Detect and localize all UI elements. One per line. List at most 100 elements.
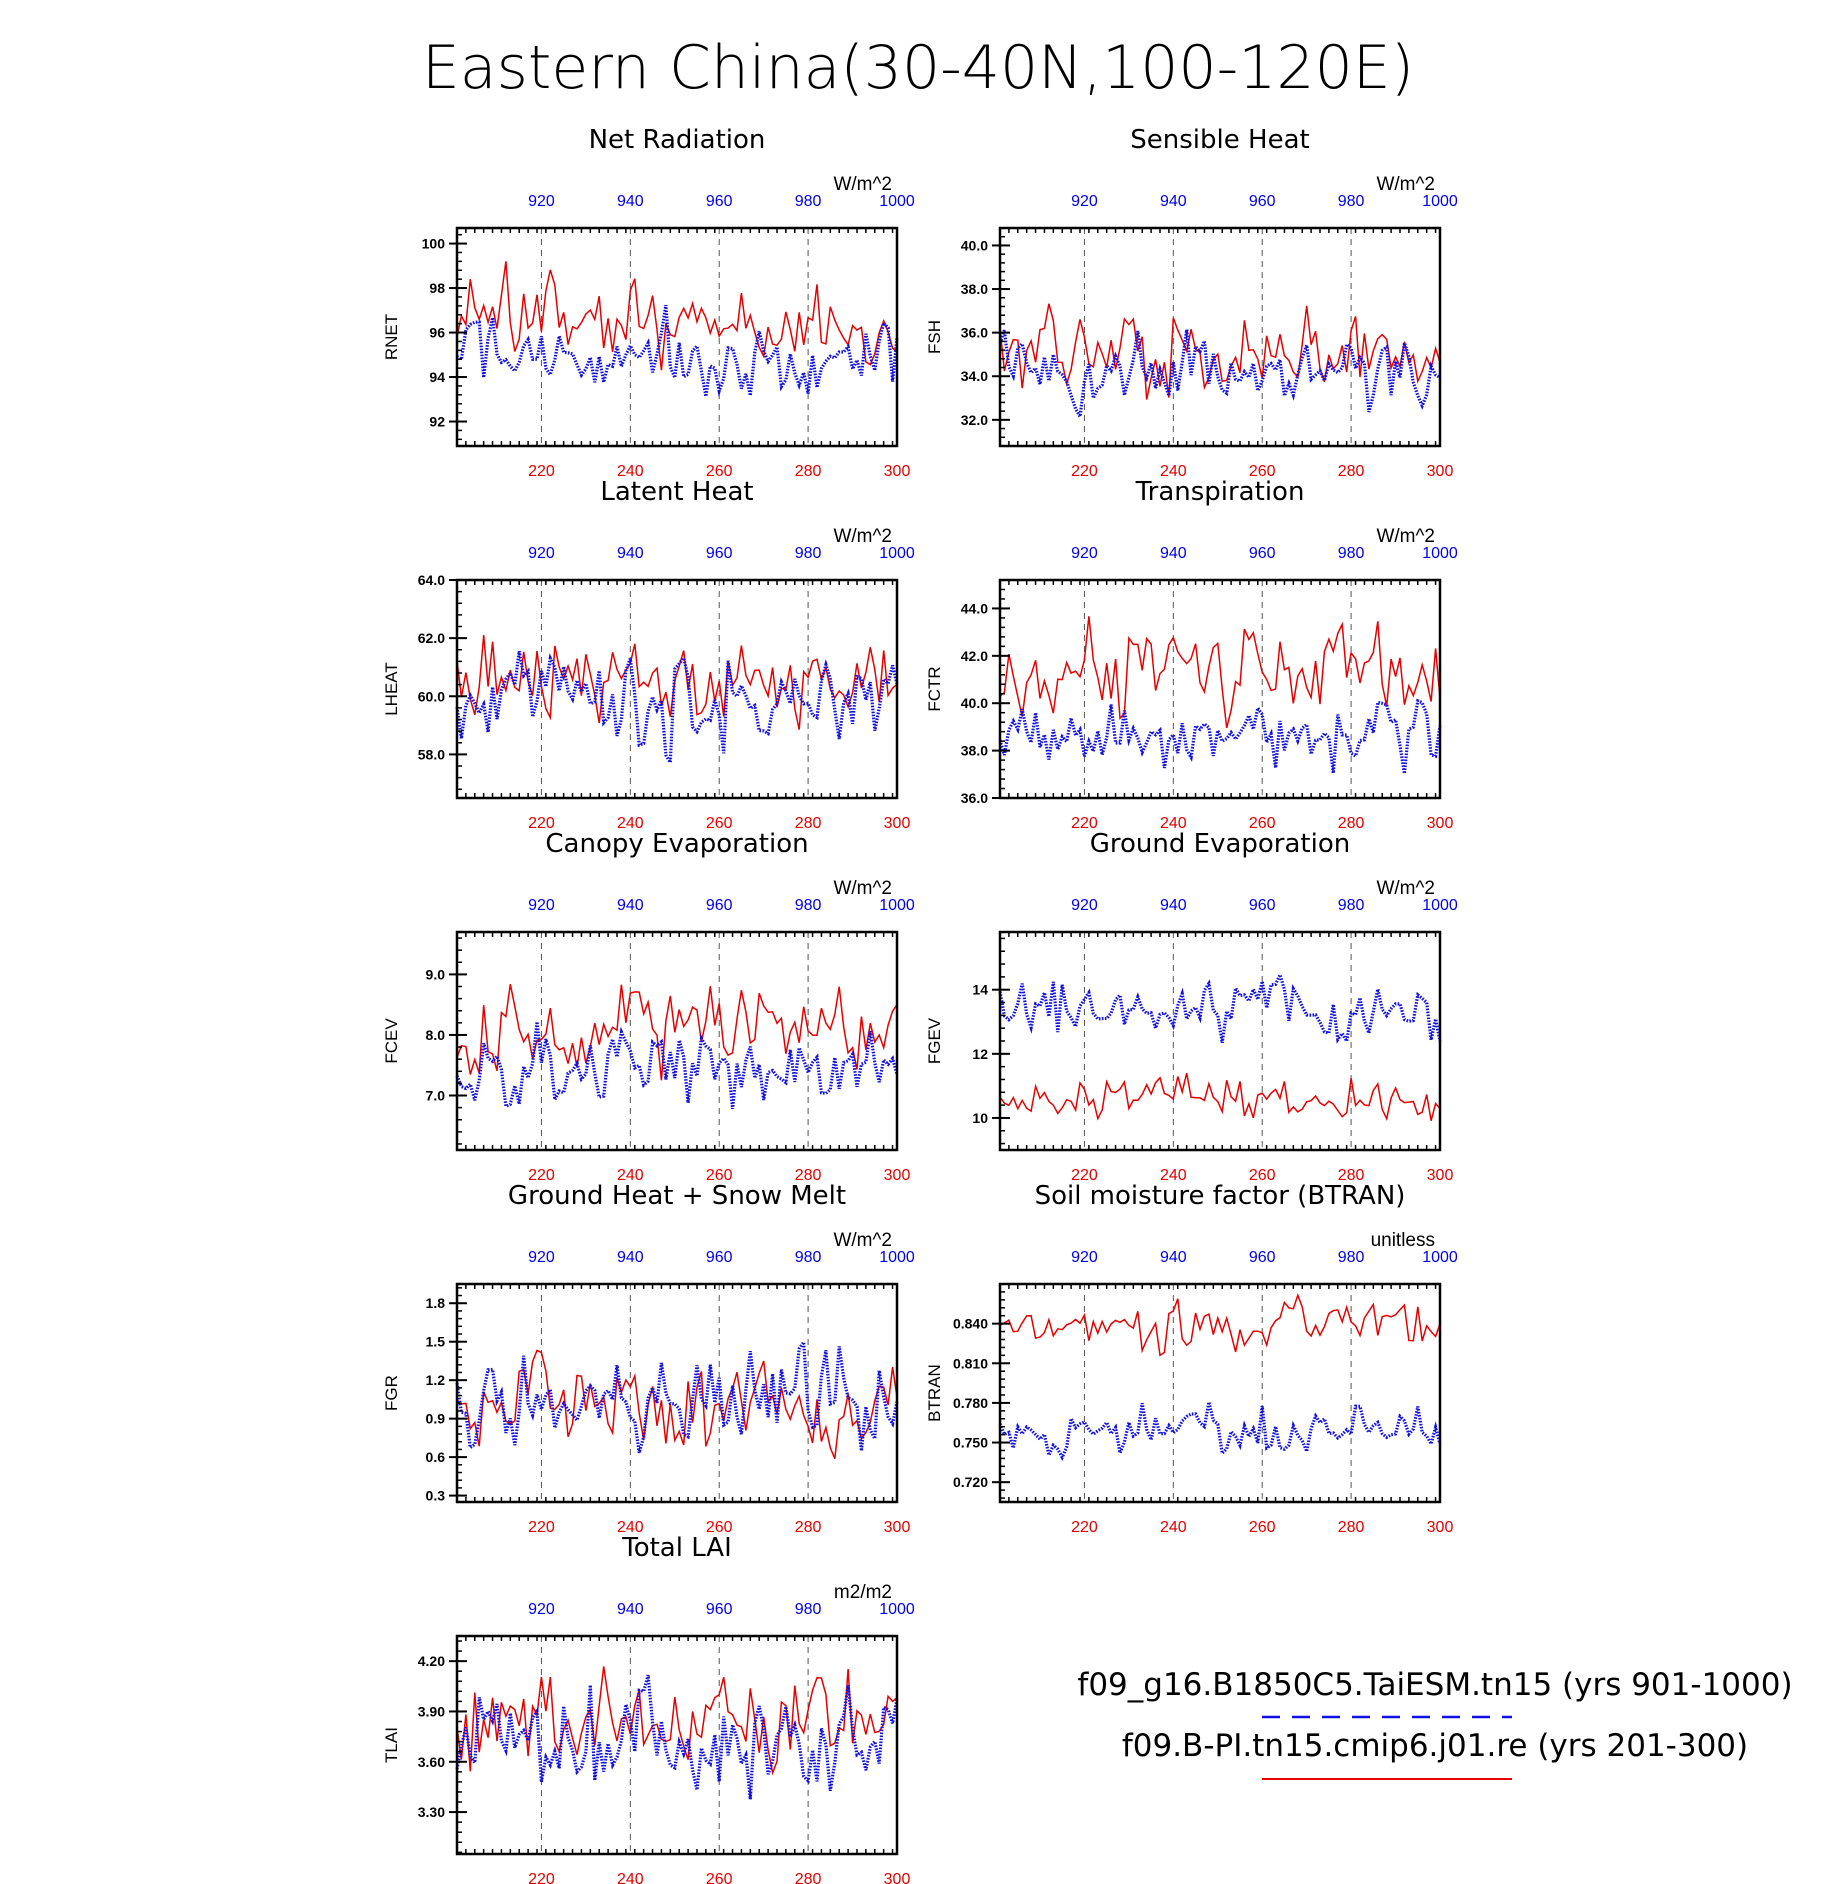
legend: f09_g16.B1850C5.TaiESM.tn15 (yrs 901-100… (1077, 1667, 1793, 1780)
x-bottom-tick-label: 240 (1160, 1519, 1187, 1536)
x-bottom-tick-label: 280 (1338, 1519, 1365, 1536)
x-bottom-tick-label: 300 (884, 815, 911, 832)
x-bottom-tick-label: 260 (706, 1871, 733, 1884)
x-top-tick-label: 960 (706, 1601, 733, 1618)
legend-label-red: f09.B-PI.tn15.cmip6.j01.re (yrs 201-300) (1122, 1728, 1748, 1764)
panel-fctr: Transpiration W/m^2 FCTR 36.0 38.0 40.0 42.0 44… (925, 477, 1458, 832)
y-tick-label: 34.0 (961, 368, 988, 384)
panel-title: Ground Evaporation (1090, 829, 1350, 859)
y-tick-label: 1.2 (426, 1372, 446, 1388)
x-top-tick-label: 980 (795, 1601, 822, 1618)
y-tick-label: 40.0 (961, 695, 988, 711)
x-bottom-tick-label: 260 (1249, 463, 1276, 480)
x-bottom-tick-label: 280 (795, 1519, 822, 1536)
x-bottom-tick-label: 220 (528, 1519, 555, 1536)
x-top-tick-label: 1000 (879, 897, 915, 914)
y-axis-label: FGEV (925, 1017, 944, 1064)
series-line-red (456, 984, 898, 1081)
x-bottom-tick-label: 260 (706, 1519, 733, 1536)
x-top-tick-label: 960 (706, 545, 733, 562)
y-tick-label: 1.8 (426, 1295, 446, 1311)
panel-title: Canopy Evaporation (545, 829, 808, 859)
series-line-blue (998, 329, 1441, 422)
y-tick-label: 10 (972, 1110, 988, 1126)
panel-fgr: Ground Heat + Snow Melt W/m^2 FGR 0.3 0.6 0.9… (382, 1181, 915, 1536)
x-top-tick-label: 940 (1160, 897, 1187, 914)
units-label: unitless (1371, 1230, 1435, 1251)
x-bottom-tick-label: 300 (1427, 1167, 1454, 1184)
series-line-blue (455, 1674, 899, 1800)
panel-title: Net Radiation (589, 125, 766, 155)
panel-tlai: Total LAI m2/m2 TLAI 3.30 3.60 3.90 4.20 220 240… (382, 1533, 915, 1884)
x-top-tick-label: 920 (528, 1601, 555, 1618)
y-tick-label: 12 (972, 1046, 988, 1062)
plot-frame (998, 1282, 1442, 1504)
x-top-tick-label: 980 (795, 1249, 822, 1266)
x-bottom-tick-label: 220 (1071, 815, 1098, 832)
panel-btran: Soil moisture factor (BTRAN) unitless BTRA… (925, 1181, 1458, 1536)
x-bottom-tick-label: 300 (1427, 1519, 1454, 1536)
y-tick-label: 0.750 (953, 1435, 988, 1451)
x-top-tick-label: 920 (1071, 1249, 1098, 1266)
y-axis-label: BTRAN (925, 1364, 944, 1422)
y-tick-label: 9.0 (426, 966, 446, 982)
x-top-tick-label: 960 (1249, 193, 1276, 210)
x-top-tick-label: 940 (617, 897, 644, 914)
y-tick-label: 100 (422, 236, 446, 252)
y-axis-label: RNET (382, 314, 401, 360)
x-bottom-tick-label: 220 (1071, 463, 1098, 480)
panel-lheat: Latent Heat W/m^2 LHEAT 58.0 60.0 62.0 64.0 220… (382, 477, 915, 832)
x-top-tick-label: 980 (1338, 545, 1365, 562)
x-bottom-tick-label: 280 (795, 463, 822, 480)
x-bottom-tick-label: 220 (1071, 1167, 1098, 1184)
x-bottom-tick-label: 240 (617, 1167, 644, 1184)
y-axis-label: TLAI (382, 1727, 401, 1763)
x-top-tick-label: 940 (617, 1601, 644, 1618)
units-label: W/m^2 (833, 526, 892, 547)
x-top-tick-label: 940 (617, 1249, 644, 1266)
x-top-tick-label: 960 (1249, 897, 1276, 914)
y-tick-label: 36.0 (961, 325, 988, 341)
y-tick-label: 98 (429, 280, 445, 296)
series-line-red (999, 1072, 1441, 1122)
y-tick-label: 7.0 (426, 1088, 446, 1104)
x-top-tick-label: 1000 (1422, 193, 1458, 210)
y-tick-label: 32.0 (961, 412, 988, 428)
x-top-tick-label: 920 (528, 545, 555, 562)
y-tick-label: 96 (429, 325, 445, 341)
x-bottom-tick-label: 240 (617, 1871, 644, 1884)
x-top-tick-label: 980 (795, 897, 822, 914)
x-bottom-tick-label: 280 (1338, 463, 1365, 480)
x-bottom-tick-label: 240 (1160, 815, 1187, 832)
x-top-tick-label: 960 (706, 1249, 733, 1266)
x-bottom-tick-label: 280 (795, 1167, 822, 1184)
series-line-red (999, 303, 1441, 400)
series-line-blue (455, 1021, 899, 1110)
series-line-red (999, 1292, 1441, 1357)
x-bottom-tick-label: 260 (706, 463, 733, 480)
plot-frame (998, 226, 1442, 448)
y-axis-label: FCTR (925, 666, 944, 711)
plot-frame (998, 930, 1442, 1152)
x-top-tick-label: 1000 (1422, 545, 1458, 562)
units-label: W/m^2 (1376, 878, 1435, 899)
x-top-tick-label: 920 (1071, 897, 1098, 914)
y-tick-label: 0.810 (953, 1355, 988, 1371)
panel-title: Ground Heat + Snow Melt (508, 1181, 846, 1211)
x-top-tick-label: 960 (1249, 1249, 1276, 1266)
panel-rnet: Net Radiation W/m^2 RNET 92 94 96 98 100 220 240 2… (382, 125, 915, 480)
y-tick-label: 3.30 (418, 1804, 445, 1820)
x-bottom-tick-label: 260 (706, 815, 733, 832)
units-label: W/m^2 (833, 878, 892, 899)
x-top-tick-label: 980 (1338, 897, 1365, 914)
x-top-tick-label: 980 (1338, 1249, 1365, 1266)
units-label: W/m^2 (1376, 174, 1435, 195)
x-bottom-tick-label: 280 (795, 1871, 822, 1884)
y-tick-label: 92 (429, 414, 445, 430)
x-bottom-tick-label: 220 (528, 463, 555, 480)
x-top-tick-label: 1000 (1422, 1249, 1458, 1266)
series-line-blue (998, 698, 1442, 774)
figure-title: Eastern China(30-40N,100-120E) (422, 33, 1414, 103)
y-axis-label: LHEAT (382, 662, 401, 716)
y-tick-label: 38.0 (961, 743, 988, 759)
